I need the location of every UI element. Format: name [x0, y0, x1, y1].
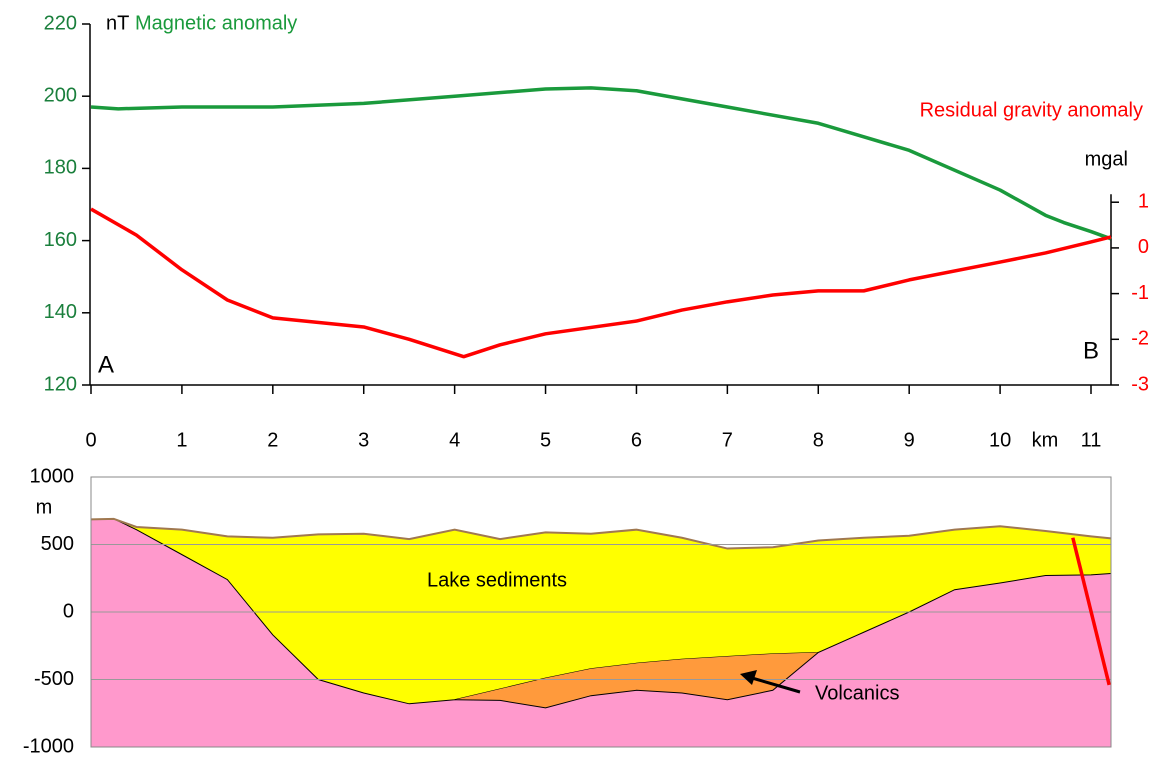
x-tick-label: 4: [449, 429, 460, 451]
surface-line: [90, 517, 1112, 550]
y-tick-label: 200: [44, 84, 77, 106]
x-tick-label: 6: [631, 429, 642, 451]
y-tick-label: -1000: [23, 735, 74, 757]
point-label: B: [1083, 337, 1099, 364]
y-axis-unit: nT: [106, 12, 129, 34]
y-tick-label: 1000: [30, 465, 75, 487]
arrow-head: [740, 670, 757, 685]
layer-fill: [91, 518, 1111, 704]
layer-label: Volcanics: [815, 682, 900, 704]
x-axis-unit: km: [1032, 429, 1059, 451]
y2-axis-unit: mgal: [1085, 148, 1128, 170]
y-axis-unit: m: [36, 496, 53, 518]
y-tick-label: 180: [44, 157, 77, 179]
y2-tick-label: 1: [1138, 190, 1149, 212]
x-tick-label: 9: [904, 429, 915, 451]
y2-tick-label: 0: [1138, 236, 1149, 258]
layer-label: Lake sediments: [427, 569, 567, 591]
layer-fill: [454, 652, 819, 708]
data-line: [90, 207, 1112, 359]
legend-label: Residual gravity anomaly: [920, 99, 1143, 121]
point-label: A: [98, 351, 114, 378]
x-tick-label: 2: [267, 429, 278, 451]
x-tick-label: 10: [989, 429, 1011, 451]
legend-label: Magnetic anomaly: [135, 12, 297, 34]
y2-tick-label: -3: [1131, 373, 1149, 395]
arrow-shaft: [751, 676, 801, 694]
y-tick-label: 220: [44, 12, 77, 34]
y-tick-label: 120: [44, 373, 77, 395]
x-tick-label: 8: [813, 429, 824, 451]
x-tick-label: 1: [176, 429, 187, 451]
y2-tick-label: -1: [1131, 282, 1149, 304]
x-tick-label: 5: [540, 429, 551, 451]
y-tick-label: 140: [44, 301, 77, 323]
x-tick-label: 11: [1081, 429, 1102, 451]
y-tick-label: 160: [44, 229, 77, 251]
y-tick-label: 0: [63, 600, 74, 622]
x-tick-label: 7: [722, 429, 733, 451]
y-tick-label: 500: [41, 533, 74, 555]
data-line: [90, 86, 1112, 241]
layer-boundary: [454, 652, 819, 709]
plot-frame: [90, 476, 1112, 748]
x-tick-label: 0: [85, 429, 96, 451]
y-tick-label: -500: [34, 668, 74, 690]
y2-tick-label: -2: [1131, 328, 1149, 350]
x-tick-label: 3: [358, 429, 369, 451]
fault-line: [1071, 537, 1111, 686]
